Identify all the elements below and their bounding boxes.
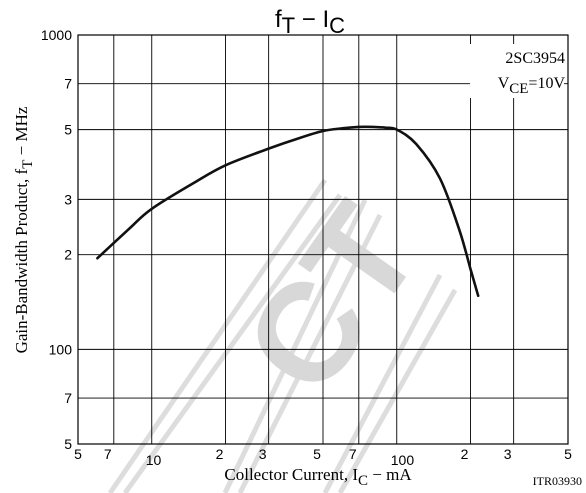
y-tick-label: 7 [64,76,72,92]
y-axis-label-unit: − MHz [12,106,31,159]
x-tick-label: 2 [216,446,224,462]
x-tick-labels: 5 7 10 2 3 5 7 100 2 3 5 [74,446,572,468]
ft-curve [96,125,480,298]
condition-sub: CE [509,81,528,97]
x-axis-label: Collector Current, IC − mA [224,465,412,489]
x-tick-label: 3 [504,446,512,462]
y-tick-label: 100 [49,341,73,357]
x-tick-label: 2 [461,446,469,462]
x-tick-label: 3 [259,446,267,462]
y-axis-label-text: Gain-Bandwidth Product, f [12,168,31,353]
y-tick-label: 1000 [41,27,72,43]
title-main: f [275,6,282,33]
title-sep: − [295,6,322,33]
x-axis-label-unit: − mA [368,465,412,484]
y-tick-label: 5 [64,122,72,138]
condition-v: V [498,75,510,92]
title-main-sub: T [282,13,295,38]
y-tick-label: 2 [64,247,72,263]
x-tick-label: 7 [349,446,357,462]
x-tick-label: 5 [564,446,572,462]
x-tick-label: 5 [313,446,321,462]
figure-code: ITR03930 [533,474,582,488]
y-tick-label: 7 [64,390,72,406]
part-number: 2SC3954 [505,50,565,67]
annotation-bg [470,44,564,98]
chart-title: fT − IC [275,6,345,38]
y-axis-label-sub: T [20,160,36,169]
watermark: CT [107,177,458,493]
y-tick-label: 5 [64,436,72,452]
y-tick-label: 3 [64,191,72,207]
x-tick-label: 5 [74,446,82,462]
x-axis-label-text: Collector Current, I [224,465,358,484]
x-tick-label: 10 [146,452,162,468]
watermark-text: CT [214,177,450,420]
x-tick-label: 100 [391,452,415,468]
y-axis-label: Gain-Bandwidth Product, fT − MHz [12,106,36,353]
title-tail: I [322,6,329,33]
plot-frame [77,34,569,445]
x-axis-label-sub: C [358,473,368,489]
condition-value: =10V [528,75,565,92]
condition: VCE=10V [498,75,566,97]
x-tick-label: 7 [104,446,112,462]
y-tick-labels: 5 7 100 2 3 5 7 1000 [41,27,72,452]
title-tail-sub: C [329,13,345,38]
